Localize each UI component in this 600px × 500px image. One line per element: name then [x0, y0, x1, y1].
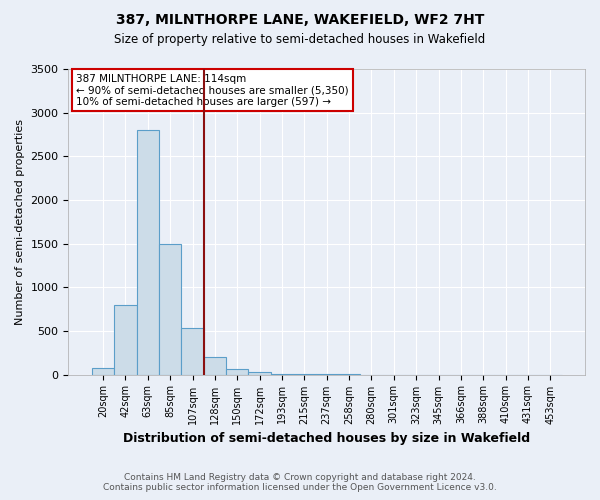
Text: 387 MILNTHORPE LANE: 114sqm
← 90% of semi-detached houses are smaller (5,350)
10: 387 MILNTHORPE LANE: 114sqm ← 90% of sem… — [76, 74, 349, 107]
Bar — [92, 368, 114, 374]
Bar — [248, 372, 271, 374]
Text: Size of property relative to semi-detached houses in Wakefield: Size of property relative to semi-detach… — [115, 32, 485, 46]
Bar — [159, 244, 181, 374]
Bar — [204, 357, 226, 374]
Y-axis label: Number of semi-detached properties: Number of semi-detached properties — [15, 119, 25, 325]
Text: 387, MILNTHORPE LANE, WAKEFIELD, WF2 7HT: 387, MILNTHORPE LANE, WAKEFIELD, WF2 7HT — [116, 12, 484, 26]
Bar — [226, 369, 248, 374]
Text: Contains HM Land Registry data © Crown copyright and database right 2024.
Contai: Contains HM Land Registry data © Crown c… — [103, 473, 497, 492]
X-axis label: Distribution of semi-detached houses by size in Wakefield: Distribution of semi-detached houses by … — [123, 432, 530, 445]
Bar — [114, 304, 137, 374]
Bar — [137, 130, 159, 374]
Bar — [181, 328, 204, 374]
